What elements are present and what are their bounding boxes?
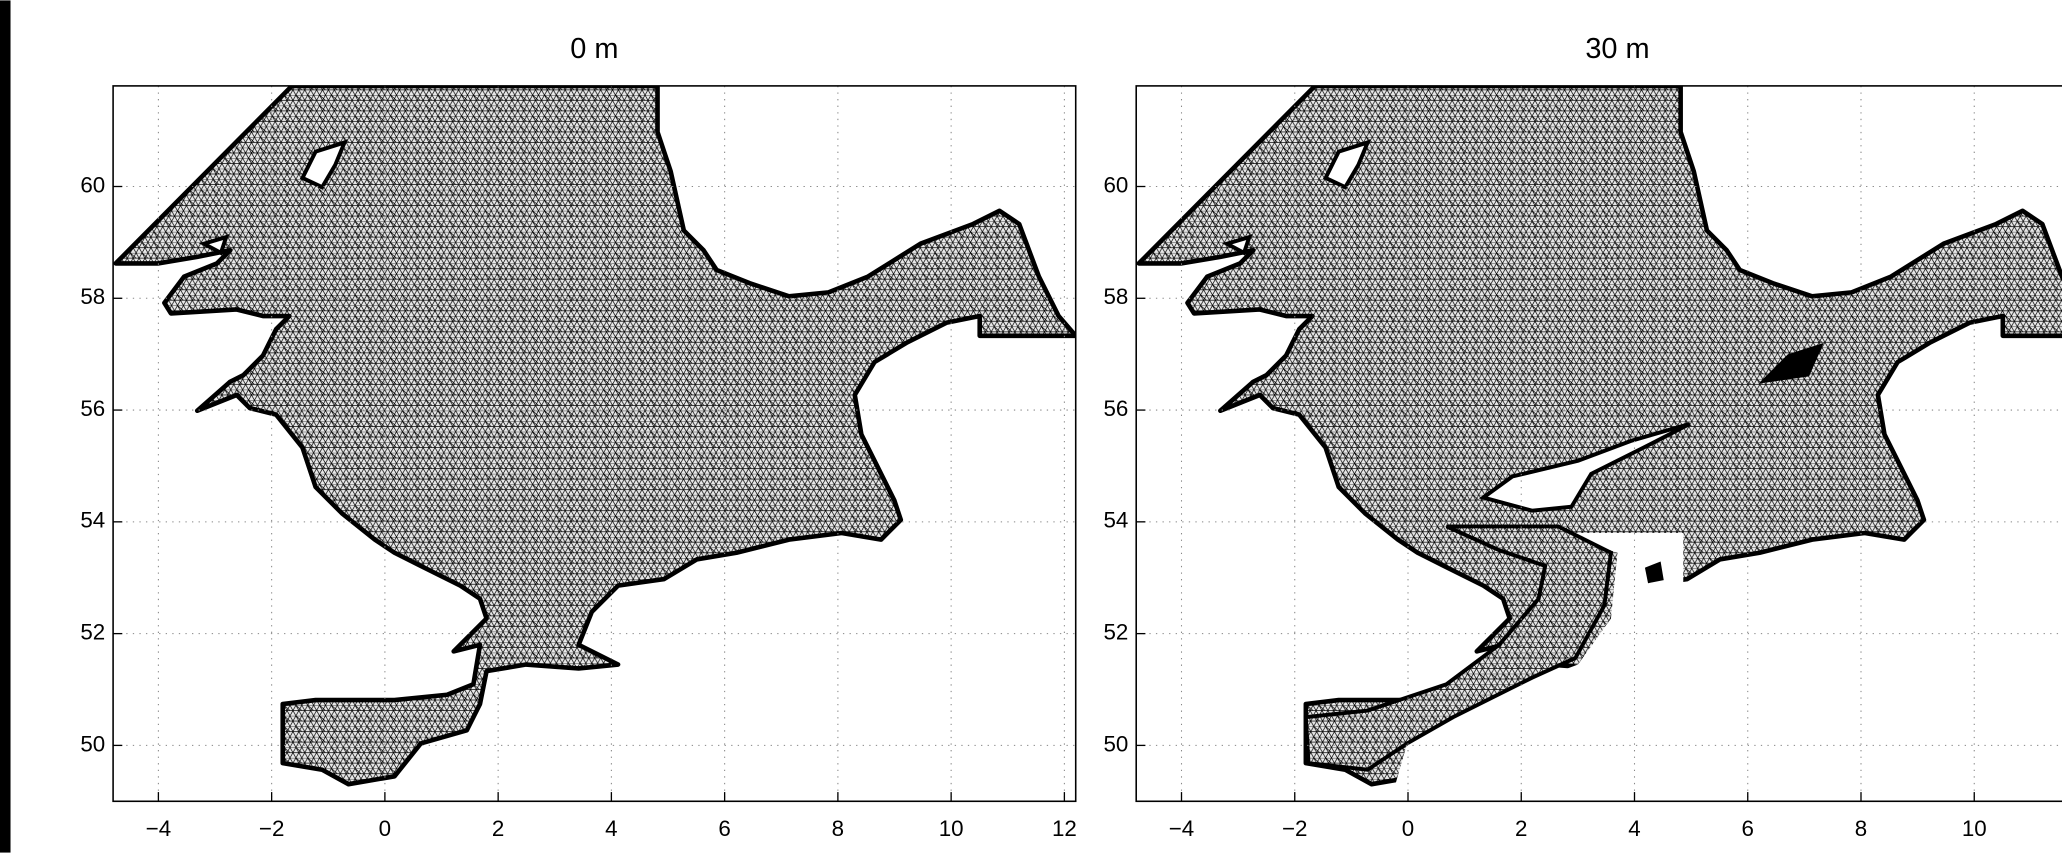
y-tick-label: 60 (80, 172, 105, 197)
x-tick-label: 2 (492, 816, 504, 841)
y-tick-label: 56 (80, 396, 105, 421)
shallow-gap (1478, 421, 1691, 513)
x-tick-label: 4 (605, 816, 617, 841)
island (1221, 139, 1372, 256)
x-tick-label: 6 (718, 816, 730, 841)
x-tick-label: −2 (1282, 816, 1307, 841)
x-tick-label: −4 (1169, 816, 1194, 841)
y-tick-label: 58 (1103, 284, 1128, 309)
x-tick-label: 0 (1402, 816, 1414, 841)
x-tick-label: −2 (259, 816, 284, 841)
y-tick-label: 50 (80, 731, 105, 756)
y-tick-label: 54 (1103, 508, 1128, 533)
x-tick-label: 4 (1628, 816, 1640, 841)
mesh-region (1303, 524, 1614, 772)
x-tick-label: 12 (1052, 816, 1077, 841)
axes-frame (112, 85, 1077, 803)
axes-frame (1135, 85, 2062, 803)
x-tick-label: 6 (1742, 816, 1754, 841)
y-tick-label: 58 (80, 284, 105, 309)
mesh-panel-left (116, 86, 1076, 784)
x-tick-label: 10 (1962, 816, 1987, 841)
island (198, 139, 348, 256)
edge-bar (0, 0, 11, 853)
y-tick-label: 50 (1103, 731, 1128, 756)
x-tick-label: 8 (1855, 816, 1867, 841)
x-tick-label: 2 (1515, 816, 1527, 841)
y-tick-label: 60 (1103, 172, 1128, 197)
x-tick-label: 8 (832, 816, 844, 841)
x-tick-label: 10 (939, 816, 964, 841)
panel-title: 30 m (1585, 33, 1649, 65)
y-tick-label: 54 (80, 508, 105, 533)
shallow-gap (1393, 529, 1684, 790)
x-tick-label: −4 (146, 816, 171, 841)
panel-title: 0 m (570, 33, 618, 65)
bank (1644, 342, 1824, 584)
x-tick-label: 0 (379, 816, 391, 841)
y-tick-label: 52 (80, 620, 105, 645)
y-tick-label: 52 (1103, 620, 1128, 645)
mesh-region (116, 86, 1076, 784)
mesh-panel-right (1139, 86, 2062, 790)
y-tick-label: 56 (1103, 396, 1128, 421)
